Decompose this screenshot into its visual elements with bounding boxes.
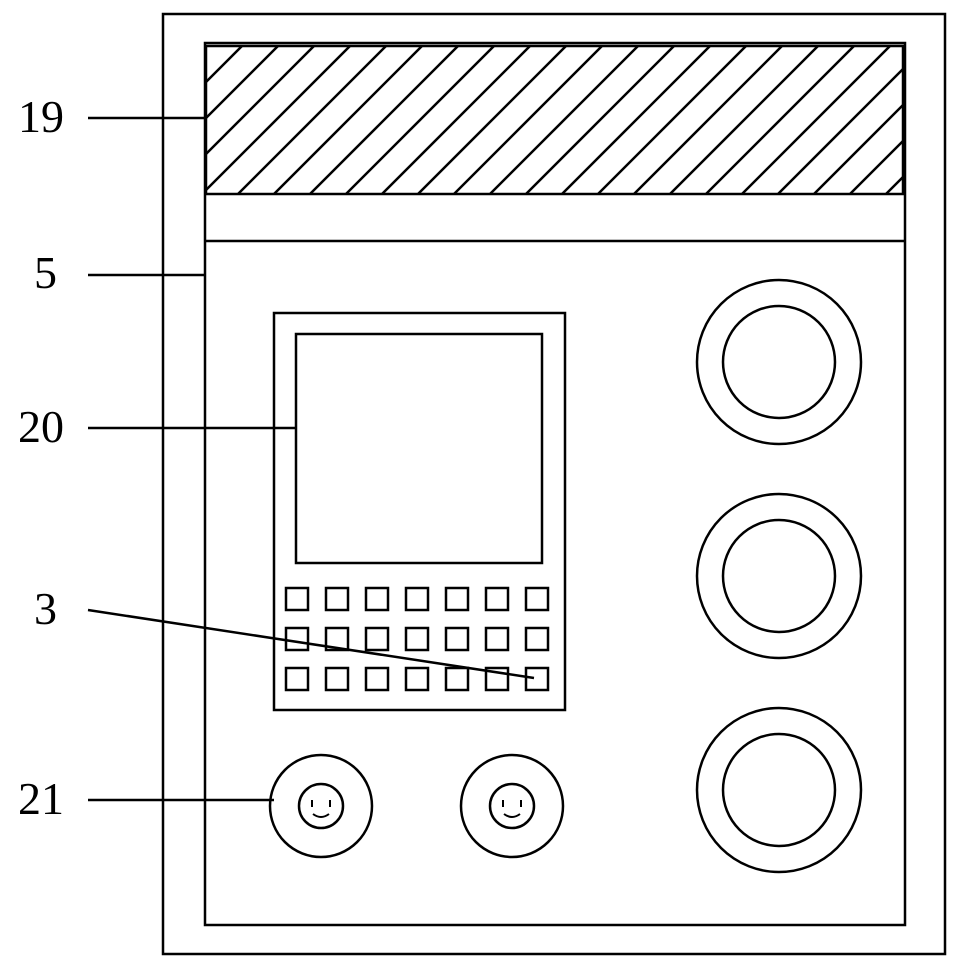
dial-outer-2 bbox=[697, 708, 861, 872]
dial-outer-0 bbox=[697, 280, 861, 444]
outer-panel bbox=[163, 14, 945, 954]
display-screen bbox=[296, 334, 542, 563]
diagram-svg bbox=[0, 0, 963, 965]
hatch-lines bbox=[58, 46, 963, 194]
keypad-key bbox=[326, 668, 348, 690]
dial-inner-1 bbox=[723, 520, 835, 632]
callout-label-3: 3 bbox=[34, 582, 57, 635]
keypad-key bbox=[406, 668, 428, 690]
socket-inner-0 bbox=[299, 784, 343, 828]
socket-outer-0 bbox=[270, 755, 372, 857]
socket-inner-1 bbox=[490, 784, 534, 828]
keypad-key bbox=[486, 588, 508, 610]
keypad-key bbox=[446, 588, 468, 610]
keypad-key bbox=[286, 588, 308, 610]
dial-inner-2 bbox=[723, 734, 835, 846]
callout-label-19: 19 bbox=[18, 90, 64, 143]
keypad-key bbox=[406, 588, 428, 610]
callout-label-5: 5 bbox=[34, 246, 57, 299]
inner-panel bbox=[205, 43, 905, 925]
keypad-key bbox=[406, 628, 428, 650]
socket-outer-1 bbox=[461, 755, 563, 857]
keypad-key bbox=[526, 588, 548, 610]
keypad-key bbox=[446, 628, 468, 650]
callout-label-20: 20 bbox=[18, 400, 64, 453]
keypad-key bbox=[366, 588, 388, 610]
keypad-key bbox=[526, 628, 548, 650]
keypad-key bbox=[366, 628, 388, 650]
keypad-key bbox=[486, 628, 508, 650]
callout-label-21: 21 bbox=[18, 772, 64, 825]
keypad-key bbox=[286, 668, 308, 690]
keypad-key bbox=[526, 668, 548, 690]
technical-diagram: 19 5 20 3 21 bbox=[0, 0, 963, 965]
dial-outer-1 bbox=[697, 494, 861, 658]
keypad-key bbox=[446, 668, 468, 690]
keypad-key bbox=[326, 588, 348, 610]
keypad-key bbox=[286, 628, 308, 650]
keypad-key bbox=[366, 668, 388, 690]
dial-inner-0 bbox=[723, 306, 835, 418]
